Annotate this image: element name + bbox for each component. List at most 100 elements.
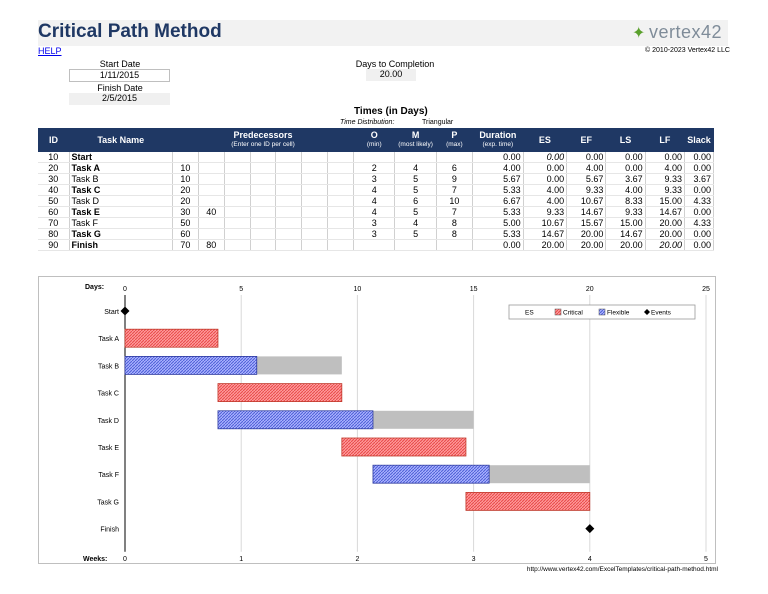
cell-pred-empty[interactable] [327, 152, 355, 163]
cell-pred-empty[interactable] [275, 239, 303, 251]
cell-pred-empty[interactable] [327, 239, 355, 251]
cell-task[interactable]: Task B [69, 173, 173, 185]
cell-pred-empty[interactable] [327, 206, 355, 218]
cell-m[interactable]: 5 [394, 173, 437, 185]
cell-p1[interactable]: 60 [172, 228, 199, 240]
cell-task[interactable]: Finish [69, 239, 173, 251]
cell-pred-empty[interactable] [250, 184, 277, 196]
cell-pred-empty[interactable] [275, 228, 303, 240]
cell-p[interactable]: 8 [436, 228, 473, 240]
cell-pred-empty[interactable] [301, 228, 329, 240]
cell-p[interactable]: 7 [436, 184, 473, 196]
cell-p1[interactable]: 10 [172, 162, 199, 174]
cell-p[interactable]: 6 [436, 162, 473, 174]
cell-o[interactable]: 3 [353, 173, 396, 185]
cell-pred-empty[interactable] [301, 217, 329, 229]
cell-pred-empty[interactable] [275, 173, 303, 185]
cell-p2[interactable]: 40 [198, 206, 225, 218]
cell-p2[interactable] [198, 184, 225, 196]
cell-p2[interactable] [198, 217, 225, 229]
cell-p1[interactable]: 50 [172, 217, 199, 229]
cell-pred-empty[interactable] [327, 195, 355, 207]
cell-task[interactable]: Task G [69, 228, 173, 240]
cell-task[interactable]: Task C [69, 184, 173, 196]
cell-pred-empty[interactable] [275, 195, 303, 207]
cell-p2[interactable] [198, 173, 225, 185]
cell-p[interactable] [436, 152, 473, 163]
cell-pred-empty[interactable] [275, 206, 303, 218]
cell-pred-empty[interactable] [250, 206, 277, 218]
cell-p1[interactable] [172, 152, 199, 163]
cell-pred-empty[interactable] [301, 239, 329, 251]
cell-task[interactable]: Task F [69, 217, 173, 229]
cell-pred-empty[interactable] [327, 217, 355, 229]
cell-m[interactable] [394, 239, 437, 251]
cell-m[interactable] [394, 152, 437, 163]
cell-m[interactable]: 5 [394, 228, 437, 240]
cell-task[interactable]: Task A [69, 162, 173, 174]
cell-m[interactable]: 5 [394, 206, 437, 218]
cell-pred-empty[interactable] [224, 152, 251, 163]
cell-p1[interactable]: 30 [172, 206, 199, 218]
cell-pred-empty[interactable] [301, 184, 329, 196]
cell-p2[interactable]: 80 [198, 239, 225, 251]
help-link[interactable]: HELP [38, 46, 62, 56]
cell-o[interactable]: 2 [353, 162, 396, 174]
cell-pred-empty[interactable] [250, 152, 277, 163]
cell-pred-empty[interactable] [224, 195, 251, 207]
cell-pred-empty[interactable] [301, 173, 329, 185]
cell-pred-empty[interactable] [250, 228, 277, 240]
cell-p2[interactable] [198, 195, 225, 207]
cell-o[interactable]: 4 [353, 206, 396, 218]
cell-p2[interactable] [198, 228, 225, 240]
cell-p1[interactable]: 20 [172, 184, 199, 196]
cell-pred-empty[interactable] [301, 206, 329, 218]
cell-pred-empty[interactable] [224, 184, 251, 196]
cell-o[interactable]: 3 [353, 228, 396, 240]
cell-task[interactable]: Start [69, 152, 173, 163]
cell-pred-empty[interactable] [301, 152, 329, 163]
cell-pred-empty[interactable] [275, 184, 303, 196]
cell-pred-empty[interactable] [250, 195, 277, 207]
cell-pred-empty[interactable] [301, 162, 329, 174]
cell-o[interactable]: 3 [353, 217, 396, 229]
footer-url[interactable]: http://www.vertex42.com/ExcelTemplates/c… [526, 566, 718, 573]
cell-pred-empty[interactable] [250, 162, 277, 174]
cell-p[interactable]: 10 [436, 195, 473, 207]
cell-pred-empty[interactable] [224, 162, 251, 174]
cell-p[interactable]: 9 [436, 173, 473, 185]
cell-p1[interactable]: 10 [172, 173, 199, 185]
cell-pred-empty[interactable] [224, 228, 251, 240]
cell-p2[interactable] [198, 162, 225, 174]
cell-task[interactable]: Task D [69, 195, 173, 207]
cell-m[interactable]: 4 [394, 162, 437, 174]
cell-pred-empty[interactable] [327, 228, 355, 240]
time-distribution-value[interactable]: Triangular [422, 119, 454, 126]
cell-pred-empty[interactable] [224, 173, 251, 185]
cell-m[interactable]: 4 [394, 217, 437, 229]
cell-o[interactable]: 4 [353, 184, 396, 196]
cell-p1[interactable]: 70 [172, 239, 199, 251]
cell-pred-empty[interactable] [275, 217, 303, 229]
cell-o[interactable] [353, 239, 396, 251]
cell-pred-empty[interactable] [275, 152, 303, 163]
cell-p[interactable] [436, 239, 473, 251]
cell-o[interactable]: 4 [353, 195, 396, 207]
cell-pred-empty[interactable] [327, 162, 355, 174]
cell-pred-empty[interactable] [301, 195, 329, 207]
cell-o[interactable] [353, 152, 396, 163]
cell-pred-empty[interactable] [224, 217, 251, 229]
cell-m[interactable]: 5 [394, 184, 437, 196]
cell-p2[interactable] [198, 152, 225, 163]
cell-pred-empty[interactable] [224, 239, 251, 251]
cell-task[interactable]: Task E [69, 206, 173, 218]
cell-pred-empty[interactable] [224, 206, 251, 218]
cell-pred-empty[interactable] [327, 184, 355, 196]
cell-m[interactable]: 6 [394, 195, 437, 207]
cell-p[interactable]: 8 [436, 217, 473, 229]
cell-pred-empty[interactable] [250, 173, 277, 185]
cell-pred-empty[interactable] [275, 162, 303, 174]
start-date-input[interactable]: 1/11/2015 [69, 69, 170, 82]
cell-p1[interactable]: 20 [172, 195, 199, 207]
cell-pred-empty[interactable] [250, 239, 277, 251]
